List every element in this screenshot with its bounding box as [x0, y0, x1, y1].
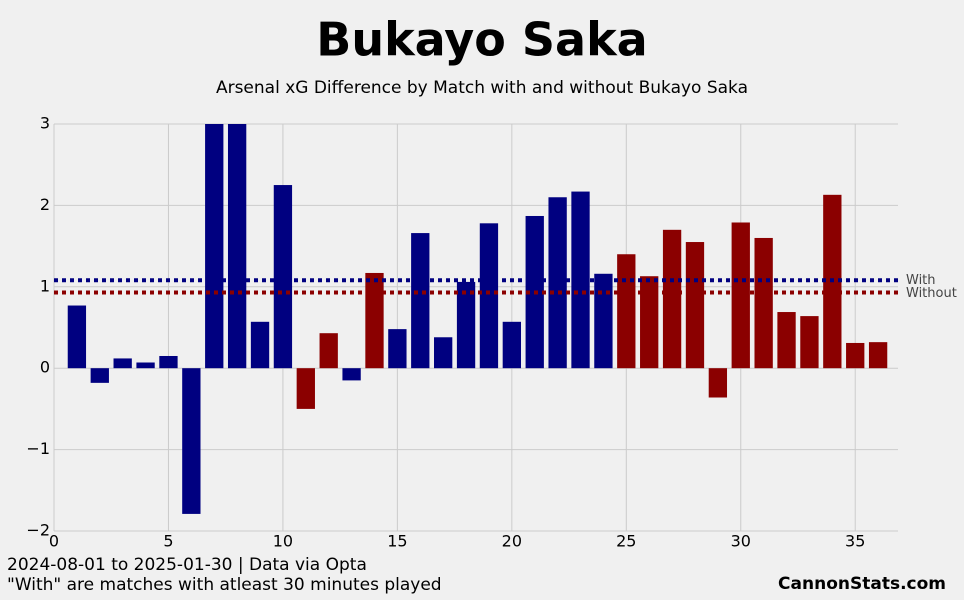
bar — [182, 368, 201, 514]
chart-title: Bukayo Saka — [316, 13, 647, 67]
bar — [640, 276, 659, 369]
bar — [227, 124, 247, 369]
y-tick-label: 2 — [40, 195, 50, 214]
bar — [159, 355, 178, 369]
x-tick-label: 0 — [49, 532, 59, 551]
bar — [388, 329, 407, 369]
y-tick-label: 3 — [40, 114, 50, 133]
bar — [411, 233, 430, 369]
bar — [434, 337, 453, 369]
bar — [319, 333, 338, 369]
bar — [548, 197, 567, 369]
bar — [342, 368, 361, 381]
bar — [708, 368, 728, 398]
series-label: Without — [906, 286, 957, 301]
y-tick-label: 0 — [40, 358, 50, 377]
bar — [754, 237, 773, 369]
bar — [113, 358, 132, 369]
bar — [846, 342, 865, 369]
note: "With" are matches with atleast 30 minut… — [7, 575, 442, 595]
bar — [777, 312, 796, 369]
note: 2024-08-01 to 2025-01-30 | Data via Opta — [7, 555, 367, 575]
x-tick-label: 15 — [387, 532, 407, 551]
bar — [90, 368, 109, 383]
x-tick-label: 20 — [502, 532, 522, 551]
bar — [685, 242, 705, 369]
x-tick-label: 25 — [616, 532, 636, 551]
bar — [205, 124, 224, 369]
x-tick-label: 10 — [273, 532, 293, 551]
bar — [479, 223, 499, 369]
bar — [296, 368, 315, 409]
bar — [662, 229, 682, 369]
bar — [365, 272, 384, 369]
y-tick-label: −2 — [26, 521, 50, 540]
bar — [594, 273, 613, 369]
bar — [273, 185, 293, 369]
bar — [800, 316, 819, 369]
series-label: With — [906, 273, 936, 288]
chart-subtitle: Arsenal xG Difference by Match with and … — [216, 78, 748, 98]
y-tick-label: 1 — [40, 276, 50, 295]
credit: CannonStats.com — [778, 574, 946, 594]
bar — [456, 281, 476, 369]
bar — [571, 191, 590, 369]
bar — [868, 342, 888, 369]
x-tick-label: 30 — [731, 532, 751, 551]
x-tick-label: 5 — [163, 532, 173, 551]
x-tick-label: 35 — [845, 532, 865, 551]
bar — [502, 321, 521, 369]
bar — [250, 321, 270, 369]
bar — [617, 254, 636, 369]
bar — [731, 222, 750, 369]
y-tick-label: −1 — [26, 439, 50, 458]
bar — [136, 362, 155, 369]
bar — [67, 305, 87, 369]
